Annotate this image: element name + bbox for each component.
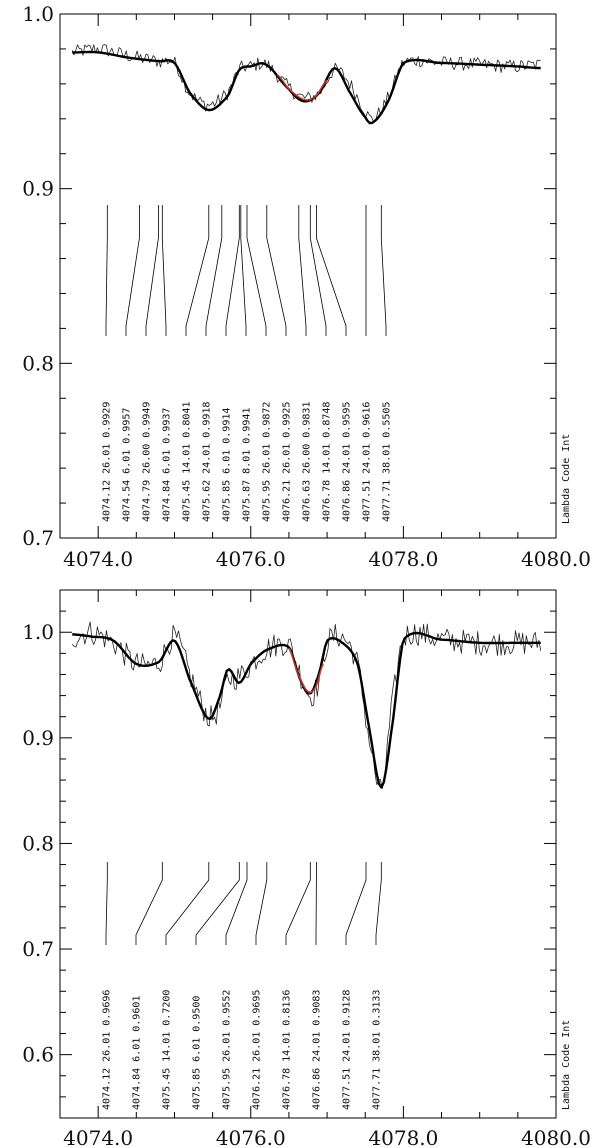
x-tick-label: 4076.0 bbox=[216, 1126, 286, 1148]
x-tick-label: 4076.0 bbox=[216, 547, 286, 571]
line-list-entry: 4075.87 8.01 0.9941 bbox=[242, 408, 253, 522]
line-list-entry: 4077.71 38.01 0.5505 bbox=[382, 402, 393, 522]
line-list-entry: 4075.45 14.01 0.8041 bbox=[182, 402, 193, 522]
x-tick-label: 4080.0 bbox=[521, 547, 591, 571]
line-marker bbox=[205, 205, 223, 336]
line-marker bbox=[298, 205, 307, 336]
line-marker bbox=[105, 862, 108, 945]
line-list-header: Lambda Code Int bbox=[561, 1020, 572, 1110]
line-list-entry: 4076.86 24.01 0.9083 bbox=[312, 990, 323, 1110]
series-observed bbox=[71, 44, 541, 122]
y-tick-label: 1.0 bbox=[22, 620, 54, 644]
line-marker bbox=[161, 205, 167, 336]
line-list-entry: 4074.84 6.01 0.9601 bbox=[132, 996, 143, 1110]
line-marker bbox=[185, 205, 210, 336]
line-list-entry: 4074.12 26.01 0.9696 bbox=[102, 990, 113, 1110]
line-marker bbox=[165, 862, 210, 945]
line-marker bbox=[345, 862, 367, 945]
series-fit bbox=[276, 74, 328, 101]
line-list-entry: 4077.71 38.01 0.3133 bbox=[372, 990, 383, 1110]
line-list-entry: 4076.21 26.01 0.9925 bbox=[282, 402, 293, 522]
line-list-entry: 4075.85 6.01 0.9914 bbox=[222, 408, 233, 522]
chart-panel-2: 4074.0 4076.0 4078.0 4080.0 0.6 0.7 0.8 0.9 1.0 4… bbox=[22, 589, 591, 1148]
line-marker bbox=[309, 205, 327, 336]
line-marker bbox=[380, 205, 387, 336]
line-marker bbox=[225, 862, 248, 945]
line-marker bbox=[375, 862, 382, 945]
line-list-entry: 4076.63 26.00 0.9831 bbox=[302, 402, 313, 522]
y-tick-label: 0.8 bbox=[22, 831, 54, 855]
line-marker bbox=[125, 205, 140, 336]
line-list-entry: 4076.78 14.01 0.8748 bbox=[322, 402, 333, 522]
x-tick-label: 4080.0 bbox=[521, 1126, 591, 1148]
line-list-entry: 4075.95 26.01 0.9552 bbox=[222, 990, 233, 1110]
line-marker bbox=[266, 205, 287, 336]
line-marker bbox=[135, 862, 163, 945]
line-list-entry: 4074.54 6.01 0.9957 bbox=[122, 408, 133, 522]
line-marker bbox=[246, 205, 267, 336]
y-tick-label: 0.7 bbox=[22, 937, 54, 961]
line-list-entry: 4075.45 14.01 0.7200 bbox=[162, 990, 173, 1110]
line-list-entry: 4075.95 26.01 0.9872 bbox=[262, 402, 273, 522]
line-list-entry: 4075.62 24.01 0.9918 bbox=[202, 402, 213, 522]
series-fit bbox=[288, 647, 324, 694]
line-list-entry: 4076.78 14.01 0.8136 bbox=[282, 990, 293, 1110]
line-list-entry: 4076.86 24.01 0.9595 bbox=[342, 402, 353, 522]
line-list-entry: 4077.51 24.01 0.9128 bbox=[342, 990, 353, 1110]
line-marker bbox=[240, 205, 247, 336]
y-tick-label: 0.9 bbox=[22, 726, 54, 750]
plot-frame bbox=[59, 589, 557, 1119]
y-tick-label: 1.0 bbox=[22, 2, 54, 26]
y-tick-label: 0.6 bbox=[22, 1043, 54, 1067]
line-marker bbox=[285, 862, 311, 945]
series-synthetic bbox=[72, 50, 541, 125]
x-tick-label: 4074.0 bbox=[63, 547, 133, 571]
x-tick-label: 4074.0 bbox=[63, 1126, 133, 1148]
series-synthetic bbox=[72, 631, 541, 789]
chart-panel-1: 4074.0 4076.0 4078.0 4080.0 0.7 0.8 0.9 1.0 4074… bbox=[22, 2, 591, 571]
line-marker bbox=[105, 205, 108, 336]
line-list-entry: 4075.85 6.01 0.9500 bbox=[192, 996, 203, 1110]
line-list-entry: 4074.12 26.01 0.9929 bbox=[102, 402, 113, 522]
line-list-entry: 4077.51 24.01 0.9616 bbox=[362, 402, 373, 522]
line-marker bbox=[145, 205, 159, 336]
y-tick-label: 0.9 bbox=[22, 177, 54, 201]
line-marker bbox=[195, 862, 240, 945]
line-list-header: Lambda Code Int bbox=[561, 434, 572, 524]
x-tick-label: 4078.0 bbox=[368, 547, 438, 571]
plot-frame bbox=[59, 13, 557, 539]
line-marker bbox=[316, 205, 347, 336]
line-marker bbox=[255, 862, 268, 945]
y-tick-label: 0.8 bbox=[22, 351, 54, 375]
line-list-entry: 4074.84 6.01 0.9937 bbox=[162, 408, 173, 522]
line-marker bbox=[225, 205, 240, 336]
line-list-entry: 4074.79 26.00 0.9949 bbox=[142, 402, 153, 522]
x-tick-label: 4078.0 bbox=[368, 1126, 438, 1148]
y-tick-label: 0.7 bbox=[22, 526, 54, 550]
series-observed bbox=[71, 621, 542, 789]
line-list-entry: 4076.21 26.01 0.9695 bbox=[252, 990, 263, 1110]
